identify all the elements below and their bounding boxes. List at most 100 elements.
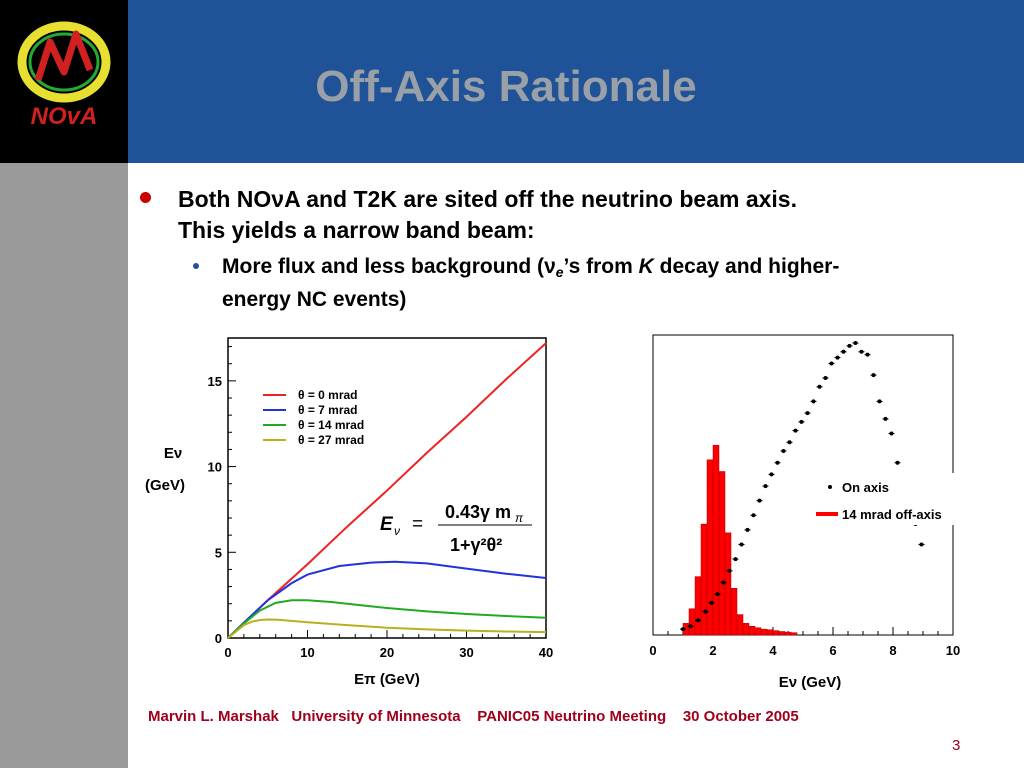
data-point: [847, 343, 852, 348]
x-tick-label: 8: [889, 643, 896, 658]
data-point: [709, 600, 714, 605]
histogram-bar: [784, 631, 792, 636]
histogram-bar: [712, 444, 720, 636]
data-point: [769, 472, 774, 477]
x-tick-label: 6: [829, 643, 836, 658]
data-point: [877, 399, 882, 404]
data-point: [727, 568, 732, 573]
logo-text: NOvA: [31, 103, 98, 130]
data-point: [696, 618, 700, 623]
x-tick-label: 4: [769, 643, 777, 658]
data-point: [681, 627, 685, 632]
data-point: [817, 384, 822, 389]
slide-title: Off-Axis Rationale: [315, 62, 697, 111]
histogram-bar: [766, 629, 774, 636]
histogram-bar: [694, 576, 702, 636]
logo-ring: [17, 21, 111, 103]
histogram-bar: [742, 623, 750, 636]
x-tick-label: 0: [649, 643, 656, 658]
data-point: [751, 513, 756, 518]
legend-entry: 14 mrad off-axis: [842, 507, 942, 522]
bullet-text: More flux and less background (: [222, 255, 545, 278]
histogram-bar: [748, 625, 756, 636]
data-point: [763, 484, 768, 489]
histogram-bar: [790, 632, 798, 636]
series-line: [227, 342, 547, 639]
nova-logo-graphic: NOvA: [17, 21, 111, 130]
nu-symbol: ν: [271, 186, 285, 212]
histogram-bar: [718, 471, 726, 636]
data-point: [889, 431, 894, 436]
x-tick-label: 40: [539, 645, 553, 660]
legend-entry: θ = 7 mrad: [298, 403, 358, 417]
x-tick-label: 10: [946, 643, 960, 658]
bullet-dot: [140, 192, 151, 203]
title-banner: [128, 0, 1024, 163]
data-point: [703, 609, 708, 614]
formula-equals: =: [412, 514, 423, 535]
kaon-symbol: K: [638, 255, 654, 278]
x-axis-label: Eπ (GeV): [354, 671, 420, 688]
series-line: [227, 560, 547, 639]
data-point: [781, 449, 786, 454]
data-point: [688, 624, 693, 629]
formula-lhs-sub: ν: [394, 524, 400, 538]
bullet-main: Both NOνA and T2K are sited off the neut…: [178, 184, 978, 246]
footer-text: Marvin L. Marshak University of Minnesot…: [148, 708, 799, 725]
histogram-bar: [778, 631, 786, 636]
y-tick-label: 5: [215, 545, 222, 560]
page-number: 3: [952, 737, 961, 754]
histogram-bar: [754, 627, 762, 636]
sub-bullet-dot: [193, 263, 199, 269]
data-point: [919, 542, 924, 547]
data-point: [883, 416, 888, 421]
bullet-text: Both NO: [178, 186, 272, 212]
x-tick-label: 10: [300, 645, 314, 660]
data-point: [787, 440, 792, 445]
histogram-bar: [706, 459, 714, 636]
y-tick-label: 10: [208, 460, 222, 475]
bullet-text: A and T2K are sited off the neutrino bea…: [284, 186, 797, 212]
histogram-bar: [700, 523, 708, 636]
histogram-bar: [730, 588, 738, 636]
legend-entry: θ = 14 mrad: [298, 418, 364, 432]
data-point: [721, 580, 726, 585]
data-point: [865, 352, 870, 357]
data-point: [733, 557, 738, 562]
legend-entry: θ = 0 mrad: [298, 388, 358, 402]
formula-lhs: E: [380, 514, 394, 535]
data-point: [835, 355, 840, 360]
x-axis-label: Eν (GeV): [779, 674, 842, 691]
bullet-text: energy NC events): [222, 288, 407, 311]
formula-denominator: 1+γ²θ²: [450, 535, 502, 555]
data-point: [859, 349, 864, 354]
energy-vs-pion-chart: 0 10 20 30 40 0 5 10 15 Eν (GeV) Eπ (GeV) θ = 0 mrad…: [145, 337, 553, 688]
series-line: [227, 618, 547, 639]
data-point: [841, 349, 846, 354]
legend-box: [800, 473, 965, 525]
data-point: [805, 411, 810, 416]
histogram-bar: [724, 532, 732, 636]
bullet-text: This yields a narrow band beam:: [178, 217, 535, 243]
data-point: [829, 361, 834, 366]
x-tick-label: 20: [380, 645, 394, 660]
y-axis-label: Eν: [164, 445, 182, 462]
data-point: [739, 542, 744, 547]
y-tick-label: 0: [215, 631, 222, 646]
y-axis-unit: (GeV): [145, 477, 185, 494]
x-tick-label: 30: [459, 645, 473, 660]
data-point: [853, 341, 858, 345]
histogram-bar: [760, 628, 768, 636]
legend-entry: On axis: [842, 480, 889, 495]
logo-nu-glyph: [34, 30, 94, 82]
data-point: [871, 373, 876, 378]
bullet-sub: More flux and less background (νe’s from…: [222, 253, 1002, 314]
nova-logo: NOvA: [0, 0, 128, 163]
legend-entry: θ = 27 mrad: [298, 433, 364, 447]
data-point: [823, 376, 828, 381]
histogram-bar: [736, 614, 744, 636]
data-point: [715, 592, 720, 597]
x-tick-label: 0: [224, 645, 231, 660]
bullet-text: decay and higher-: [653, 255, 840, 278]
data-point: [757, 498, 762, 503]
